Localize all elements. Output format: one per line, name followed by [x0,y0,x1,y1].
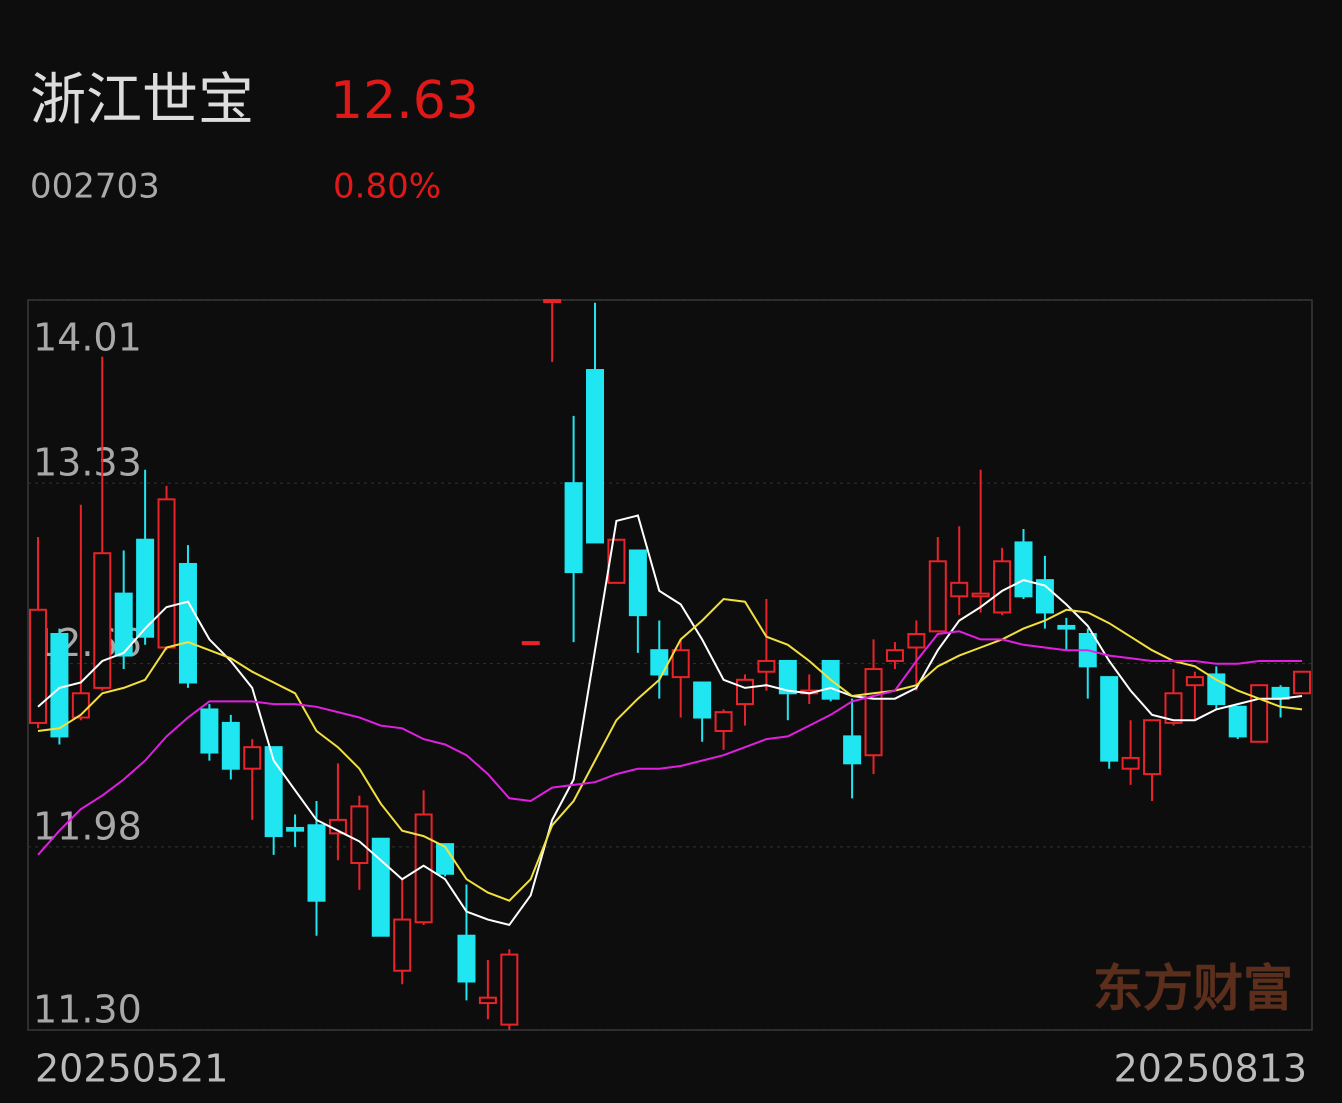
candle-body [243,746,262,770]
candle-body [1250,684,1269,743]
x-tick-label: 20250521 [35,1047,228,1091]
y-tick-label: 13.33 [33,441,142,485]
candle-body [543,299,562,303]
candle-body [286,826,305,832]
candle-body [414,813,433,924]
candle-body [735,678,754,706]
candle-body [1014,541,1033,598]
candle-body [200,708,219,754]
x-tick-label: 20250813 [1114,1047,1307,1091]
candle-body [521,641,540,646]
candle-body [650,649,669,676]
candle-body [393,918,412,972]
watermark: 东方财富 [1093,960,1293,1018]
moving-average-line [37,597,1303,902]
candle-body [93,552,112,689]
moving-average-line [37,630,1302,856]
candle-body [993,560,1012,614]
y-tick-label: 11.30 [33,988,142,1032]
candle-body [1121,756,1140,770]
stock-change: 0.80% [333,167,441,207]
candle-body [950,581,969,598]
candle-body [478,996,497,1005]
candle-body [457,934,476,983]
candle-body [114,592,133,657]
candle-body [1057,624,1076,630]
candle-body [586,369,605,544]
plot-border [27,299,1313,1031]
candle-body [1143,719,1162,776]
candle-body [436,843,455,875]
candle-body [671,649,690,679]
stock-code: 002703 [30,167,160,207]
candle-body [371,837,390,937]
y-tick-label: 14.01 [33,316,142,360]
candle-body [136,538,155,638]
candle-body [500,953,519,1026]
candle-body [307,824,326,902]
candle-body [778,659,797,695]
candle-body [350,805,369,864]
candle-body [628,549,647,617]
candle-body [757,659,776,673]
candle-body [221,721,240,770]
candle-body [1164,692,1183,724]
candle-body [1293,670,1311,695]
candle-body [885,649,904,662]
stock-price: 12.63 [330,71,479,131]
candle-body [178,562,197,684]
candle-body [50,633,69,738]
candle-body [1228,705,1247,738]
candle-body [864,668,883,757]
candle-body [693,681,712,719]
stock-name: 浙江世宝 [30,68,254,133]
candle-body [564,482,583,574]
moving-average-line [37,514,1303,927]
candle-body [1100,676,1119,762]
candle-body [157,498,176,649]
candle-body [714,711,733,732]
candle-body [1185,676,1204,687]
candle-body [928,560,947,633]
candle-body [29,608,47,724]
candle-body [907,633,926,649]
candle-body [264,746,283,838]
candle-body [607,538,626,584]
candle-body [843,735,862,765]
candle-body [971,592,990,598]
